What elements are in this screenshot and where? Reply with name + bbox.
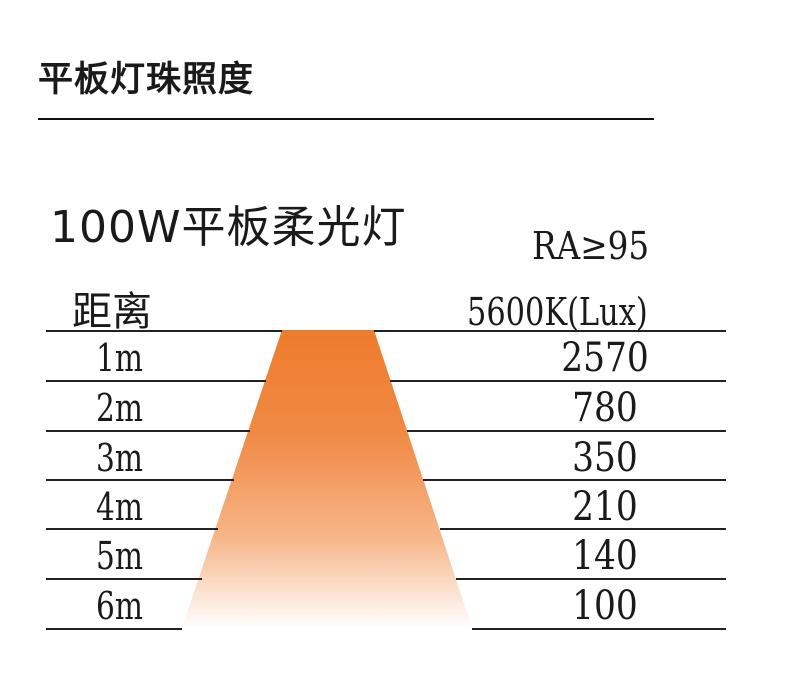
- row-divider: [46, 430, 250, 432]
- distance-cell: 4m: [96, 485, 143, 529]
- row-divider: [46, 578, 202, 580]
- row-divider: [456, 578, 726, 580]
- lux-cell: 350: [572, 435, 638, 481]
- row-divider: [472, 628, 726, 630]
- distance-cell: 6m: [96, 584, 143, 628]
- row-divider: [407, 430, 726, 432]
- light-beam: [182, 330, 472, 628]
- lux-cell: 780: [572, 385, 638, 431]
- lux-cell: 2570: [561, 335, 649, 381]
- row-divider: [46, 528, 218, 530]
- row-divider: [46, 628, 182, 630]
- lux-cell: 140: [572, 533, 638, 579]
- distance-cell: 3m: [96, 436, 143, 480]
- row-divider: [374, 330, 726, 332]
- page-title: 平板灯珠照度: [38, 60, 255, 100]
- distance-cell: 5m: [96, 534, 143, 578]
- ra-value: RA≥95: [532, 224, 650, 268]
- row-divider: [440, 528, 726, 530]
- row-divider: [423, 479, 726, 481]
- header-divider: [38, 118, 654, 120]
- lux-cell: 210: [572, 484, 638, 530]
- distance-cell: 2m: [96, 386, 143, 430]
- row-divider: [46, 330, 282, 332]
- row-divider: [46, 479, 234, 481]
- row-divider: [46, 380, 266, 382]
- product-title: 100W平板柔光灯: [50, 202, 407, 253]
- lux-column-header: 5600K(Lux): [467, 290, 648, 334]
- row-divider: [390, 380, 726, 382]
- distance-column-header: 距离: [72, 289, 152, 335]
- distance-cell: 1m: [96, 336, 143, 380]
- lux-cell: 100: [572, 583, 638, 629]
